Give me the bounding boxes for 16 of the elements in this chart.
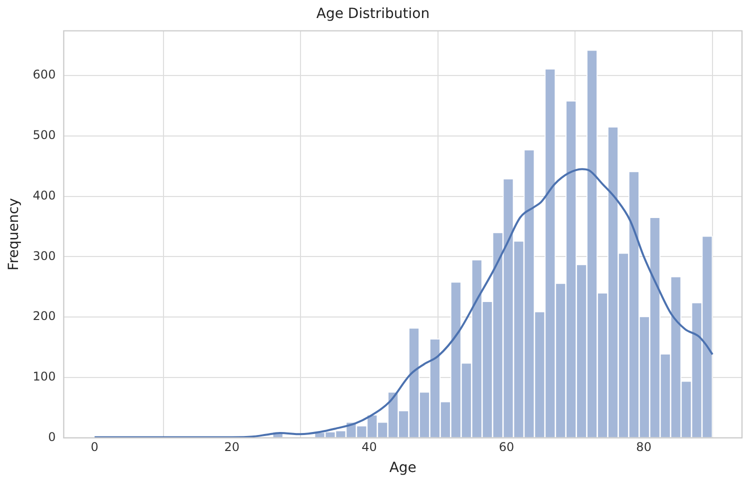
- x-tick-label: 0: [90, 440, 98, 454]
- x-tick-label: 20: [224, 440, 240, 454]
- y-axis-title: Frequency: [6, 198, 22, 270]
- chart-title: Age Distribution: [316, 6, 430, 22]
- y-tick-label: 100: [32, 370, 56, 384]
- x-axis-title: Age: [389, 460, 416, 476]
- y-tick-label: 300: [32, 248, 56, 263]
- x-tick-label: 40: [362, 440, 377, 454]
- y-tick-label: 400: [32, 188, 56, 202]
- y-tick-label: 500: [32, 128, 56, 142]
- y-tick-label: 0: [48, 430, 56, 444]
- x-tick-label: 60: [498, 440, 514, 454]
- x-tick-label: 80: [636, 440, 652, 454]
- y-tick-label: 600: [32, 68, 56, 82]
- line-series: [94, 168, 714, 438]
- y-tick-label: 200: [32, 309, 56, 324]
